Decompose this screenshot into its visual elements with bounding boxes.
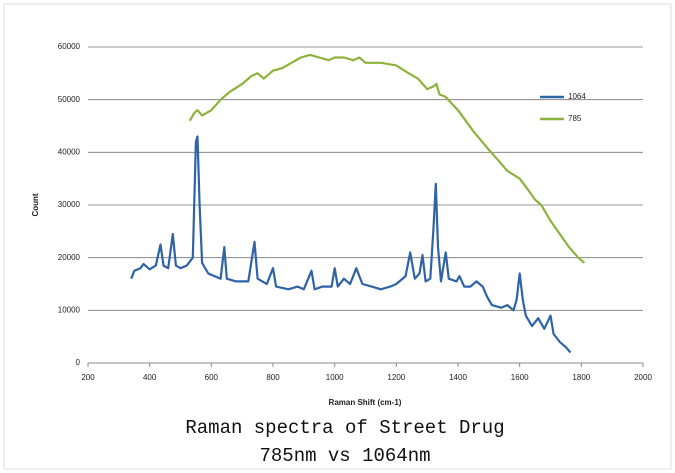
series-line xyxy=(130,135,572,354)
chart-title: Raman spectra of Street Drug xyxy=(185,417,504,439)
x-tick-label: 1000 xyxy=(326,373,344,382)
x-tick-label: 200 xyxy=(81,373,95,382)
x-tick-label: 600 xyxy=(205,373,219,382)
chart-frame xyxy=(3,3,672,470)
y-tick-label: 40000 xyxy=(58,147,81,156)
x-axis-label: Raman Shift (cm-1) xyxy=(329,398,402,407)
y-tick-label: 10000 xyxy=(58,305,81,314)
x-tick-label: 400 xyxy=(143,373,157,382)
y-tick-label: 60000 xyxy=(58,42,81,51)
y-tick-label: 50000 xyxy=(58,95,81,104)
x-tick-label: 2000 xyxy=(634,373,652,382)
x-tick-label: 800 xyxy=(266,373,280,382)
series-line xyxy=(188,53,586,264)
x-tick-label: 1200 xyxy=(387,373,405,382)
y-tick-label: 0 xyxy=(76,358,81,367)
x-tick-label: 1800 xyxy=(572,373,590,382)
x-tick-label: 1400 xyxy=(449,373,467,382)
legend-label: 785 xyxy=(568,114,582,123)
chart-subtitle: 785nm vs 1064nm xyxy=(259,445,430,467)
y-tick-label: 20000 xyxy=(58,253,81,262)
x-tick-label: 1600 xyxy=(511,373,529,382)
legend-label: 1064 xyxy=(568,92,586,101)
y-axis-label: Count xyxy=(31,193,40,216)
y-tick-label: 30000 xyxy=(58,200,81,209)
